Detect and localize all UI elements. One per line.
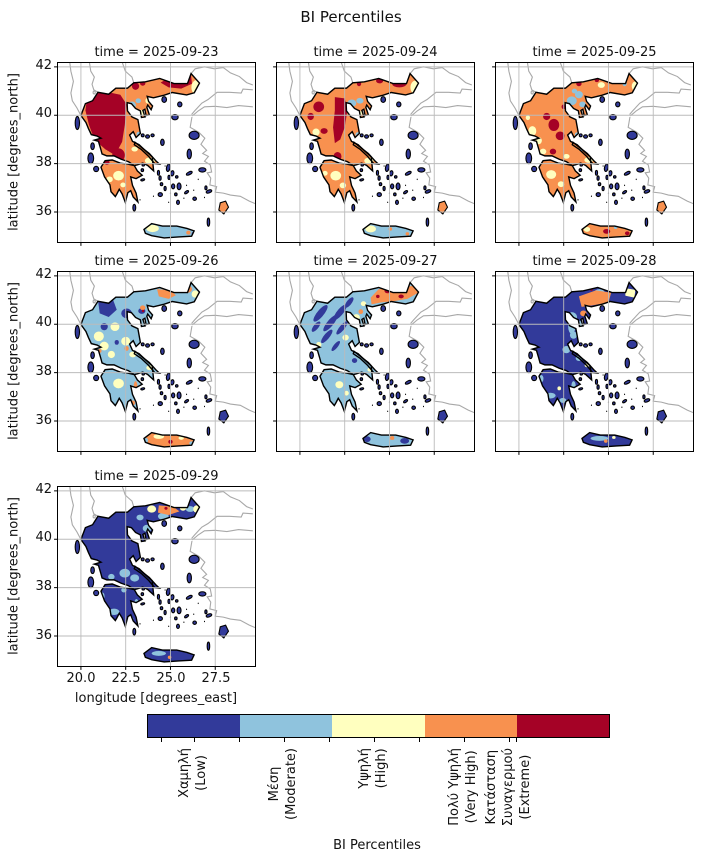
subplot-2025-09-28: time = 2025-09-28	[495, 254, 694, 452]
subplot-title: time = 2025-09-24	[313, 45, 438, 60]
subplot-2025-09-27: time = 2025-09-27	[276, 254, 475, 452]
x-tick-label: 25.0	[156, 671, 186, 686]
subplot-title: time = 2025-09-23	[94, 45, 219, 60]
colorbar-title: BI Percentiles	[333, 838, 421, 853]
colorbar-tick	[161, 737, 162, 742]
y-tick-label: 36	[35, 204, 52, 219]
subplot-title: time = 2025-09-28	[532, 254, 657, 269]
x-tick-label: 27.5	[201, 671, 231, 686]
subplot-title: time = 2025-09-26	[94, 254, 219, 269]
y-tick-label: 40	[35, 106, 52, 121]
x-axis-label: longitude [degrees_east]	[74, 691, 238, 706]
colorbar-tick	[329, 737, 330, 742]
colorbar-tick	[419, 737, 420, 742]
y-tick-label: 38	[35, 364, 52, 379]
colorbar-segment-very-high	[424, 715, 517, 737]
subplot-title: time = 2025-09-27	[313, 254, 438, 269]
subplot-title: time = 2025-09-29	[94, 469, 219, 484]
colorbar-tick	[516, 737, 517, 742]
map-canvas	[277, 63, 474, 242]
subplot-2025-09-23: time = 2025-09-23	[57, 45, 256, 243]
y-tick-label: 36	[35, 628, 52, 643]
y-tick-label: 36	[35, 413, 52, 428]
map-canvas	[277, 272, 474, 451]
map-canvas	[496, 63, 693, 242]
figure-title: BI Percentiles	[300, 8, 402, 26]
y-tick-label: 42	[35, 482, 52, 497]
y-tick-label: 40	[35, 315, 52, 330]
x-tick-label: 20.0	[66, 671, 96, 686]
colorbar-tick	[374, 737, 375, 742]
map-canvas	[58, 63, 255, 242]
colorbar-segment-moderate	[240, 715, 333, 737]
colorbar-tick	[464, 737, 465, 742]
subplot-2025-09-26: time = 2025-09-26	[57, 254, 256, 452]
x-tick-label: 22.5	[111, 671, 141, 686]
map-canvas	[58, 487, 255, 666]
y-tick-label: 38	[35, 155, 52, 170]
map-canvas	[496, 272, 693, 451]
colorbar-tick	[284, 737, 285, 742]
y-tick-label: 42	[35, 267, 52, 282]
subplot-2025-09-25: time = 2025-09-25	[495, 45, 694, 243]
colorbar-tick	[239, 737, 240, 742]
y-tick-label: 42	[35, 58, 52, 73]
subplot-2025-09-29: time = 2025-09-29	[57, 469, 256, 667]
colorbar-segment-extreme	[516, 715, 610, 737]
colorbar-tick	[194, 737, 195, 742]
subplot-2025-09-24: time = 2025-09-24	[276, 45, 475, 243]
colorbar-segment-high	[332, 715, 425, 737]
y-tick-label: 40	[35, 530, 52, 545]
subplot-title: time = 2025-09-25	[532, 45, 657, 60]
colorbar	[147, 714, 610, 742]
y-axis-label-row2: latitude [degrees_north]	[6, 282, 22, 440]
y-tick-label: 38	[35, 579, 52, 594]
y-axis-label-row1: latitude [degrees_north]	[6, 73, 22, 231]
colorbar-segment-low	[148, 715, 241, 737]
y-axis-label-row3: latitude [degrees_north]	[6, 497, 22, 655]
colorbar-tick	[509, 737, 510, 742]
map-canvas	[58, 272, 255, 451]
